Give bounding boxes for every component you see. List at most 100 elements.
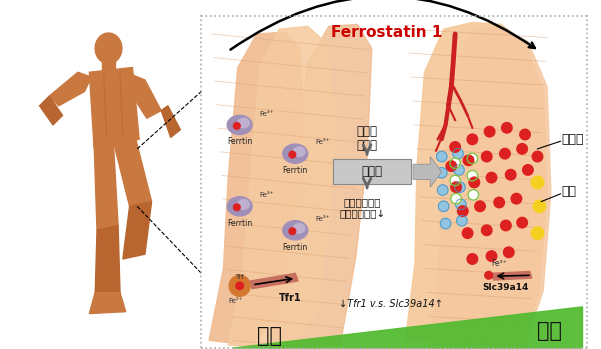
Text: 铁离子: 铁离子: [561, 133, 584, 146]
Circle shape: [523, 165, 533, 175]
Circle shape: [499, 148, 510, 159]
Circle shape: [467, 170, 478, 181]
Circle shape: [467, 153, 478, 164]
Circle shape: [533, 200, 546, 213]
Text: Ferrtin: Ferrtin: [227, 219, 252, 228]
Circle shape: [455, 182, 465, 192]
Circle shape: [454, 165, 464, 175]
Polygon shape: [40, 96, 63, 125]
Polygon shape: [161, 106, 180, 138]
Polygon shape: [228, 26, 337, 348]
Text: 肌卫星细胞活: 肌卫星细胞活: [344, 198, 381, 208]
Ellipse shape: [238, 118, 249, 128]
Text: Slc39a14: Slc39a14: [483, 283, 529, 292]
Circle shape: [457, 206, 468, 216]
Polygon shape: [90, 292, 126, 313]
Circle shape: [481, 225, 492, 236]
Polygon shape: [405, 22, 547, 345]
Ellipse shape: [227, 116, 252, 134]
Circle shape: [486, 251, 497, 261]
Text: Trf: Trf: [236, 274, 244, 280]
Circle shape: [517, 217, 528, 228]
Circle shape: [486, 172, 497, 183]
Bar: [13, 15, 201, 349]
Circle shape: [504, 247, 514, 258]
Circle shape: [233, 122, 240, 129]
Circle shape: [485, 272, 492, 279]
Circle shape: [438, 201, 449, 211]
Text: Fe³⁺: Fe³⁺: [492, 259, 507, 268]
Text: Ferrtin: Ferrtin: [282, 166, 308, 175]
Circle shape: [451, 193, 462, 204]
Ellipse shape: [227, 197, 252, 216]
FancyBboxPatch shape: [332, 159, 411, 184]
Circle shape: [233, 204, 240, 211]
Circle shape: [451, 182, 462, 192]
Polygon shape: [90, 67, 139, 149]
Text: Fe³⁺: Fe³⁺: [260, 192, 274, 198]
Polygon shape: [114, 138, 151, 206]
Ellipse shape: [95, 33, 122, 64]
Circle shape: [441, 218, 451, 229]
Circle shape: [436, 168, 447, 178]
Ellipse shape: [283, 221, 308, 240]
Ellipse shape: [283, 144, 308, 163]
Polygon shape: [233, 307, 582, 348]
Circle shape: [456, 199, 466, 210]
Circle shape: [467, 254, 478, 264]
Text: Tfr1: Tfr1: [279, 292, 302, 303]
Polygon shape: [94, 141, 118, 230]
Text: 衰老: 衰老: [537, 321, 563, 341]
Ellipse shape: [238, 200, 249, 209]
Polygon shape: [209, 32, 305, 345]
Circle shape: [462, 228, 473, 238]
Circle shape: [450, 175, 460, 186]
Circle shape: [457, 215, 467, 226]
Text: Ferrtin: Ferrtin: [227, 138, 252, 146]
Circle shape: [289, 151, 296, 158]
Circle shape: [511, 193, 522, 204]
Ellipse shape: [293, 147, 305, 157]
Text: Ferrtin: Ferrtin: [282, 243, 308, 252]
Text: 年轻: 年轻: [257, 326, 282, 346]
Circle shape: [446, 161, 457, 171]
Text: Fe³⁺: Fe³⁺: [260, 111, 274, 117]
Circle shape: [236, 282, 243, 290]
Polygon shape: [126, 72, 161, 118]
Text: 铁吸收: 铁吸收: [356, 125, 377, 138]
Bar: [102, 61, 115, 74]
Text: ↓Tfr1 v.s. Slc39a14↑: ↓Tfr1 v.s. Slc39a14↑: [339, 299, 443, 309]
Circle shape: [436, 151, 447, 162]
Text: 脂滴: 脂滴: [561, 185, 576, 199]
Text: 铁死亡: 铁死亡: [361, 165, 382, 178]
Circle shape: [438, 185, 448, 195]
Circle shape: [520, 129, 530, 140]
Circle shape: [229, 275, 250, 296]
Circle shape: [517, 143, 528, 154]
Text: Fe³⁺: Fe³⁺: [316, 139, 330, 145]
Circle shape: [450, 142, 460, 152]
Polygon shape: [49, 72, 91, 106]
Text: 和萁积: 和萁积: [356, 139, 377, 151]
Circle shape: [289, 228, 296, 235]
Text: Fe³⁺: Fe³⁺: [316, 216, 330, 222]
Text: Fe²⁺: Fe²⁺: [228, 298, 243, 304]
Circle shape: [502, 122, 512, 133]
Polygon shape: [492, 272, 532, 280]
Circle shape: [481, 151, 492, 162]
Circle shape: [484, 126, 495, 137]
Polygon shape: [95, 225, 120, 297]
Circle shape: [453, 148, 463, 159]
Circle shape: [468, 190, 478, 200]
Circle shape: [494, 197, 504, 208]
Circle shape: [501, 220, 511, 231]
Polygon shape: [269, 24, 372, 348]
Circle shape: [505, 170, 516, 180]
Polygon shape: [123, 201, 151, 259]
Circle shape: [450, 158, 460, 169]
Circle shape: [475, 201, 485, 211]
Circle shape: [531, 227, 544, 239]
Ellipse shape: [293, 224, 305, 233]
Polygon shape: [413, 157, 442, 187]
Text: 性和再生潜能↓: 性和再生潜能↓: [339, 209, 385, 219]
